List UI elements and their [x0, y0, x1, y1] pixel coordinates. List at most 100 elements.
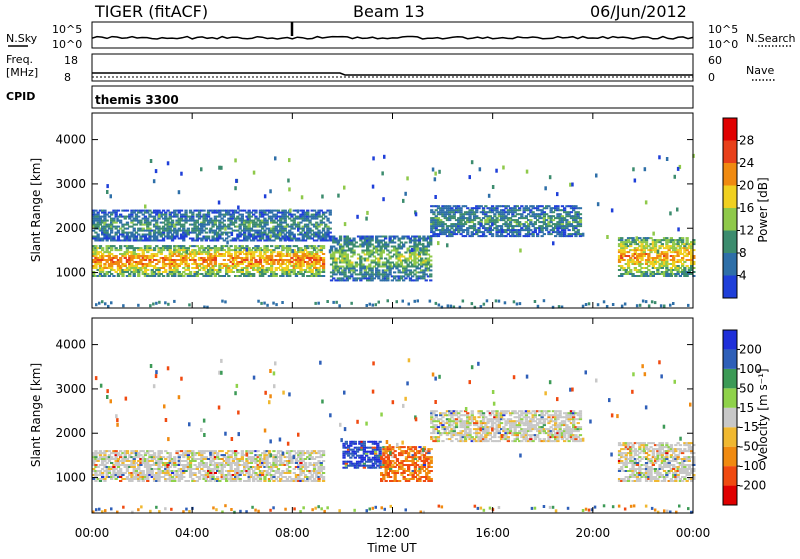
data-cell	[507, 227, 510, 229]
data-cell	[625, 269, 628, 271]
data-cell	[520, 205, 523, 207]
data-cell	[281, 261, 284, 263]
data-cell	[393, 246, 396, 248]
data-cell	[579, 223, 582, 225]
data-cell	[413, 256, 416, 258]
data-cell	[579, 207, 582, 209]
data-cell	[582, 233, 585, 237]
data-cell	[284, 240, 287, 242]
data-cell	[153, 249, 156, 251]
data-cell	[198, 470, 201, 472]
data-cell	[563, 231, 566, 233]
data-cell	[332, 246, 335, 248]
data-cell	[348, 271, 351, 273]
data-cell	[110, 265, 113, 267]
data-cell	[198, 265, 201, 267]
data-cell	[139, 247, 142, 249]
data-cell	[133, 458, 136, 460]
data-cell	[368, 264, 371, 266]
data-cell	[108, 450, 111, 452]
data-cell	[579, 219, 582, 221]
data-cell	[306, 234, 309, 236]
data-cell	[169, 466, 172, 468]
data-cell	[263, 212, 266, 214]
data-cell	[418, 240, 421, 242]
data-cell	[407, 260, 410, 262]
data-cell	[645, 271, 648, 273]
data-cell	[504, 207, 507, 209]
data-cell	[182, 267, 185, 269]
data-cell	[284, 214, 287, 216]
data-cell	[448, 213, 451, 215]
data-cell	[306, 218, 309, 220]
data-cell	[534, 223, 537, 225]
data-cell	[272, 261, 275, 263]
data-cell	[263, 273, 266, 275]
data-cell	[365, 217, 368, 221]
data-cell	[261, 228, 264, 230]
data-cell	[126, 476, 129, 478]
data-cell	[245, 464, 248, 466]
data-cell	[491, 217, 494, 219]
data-cell	[375, 238, 378, 240]
data-cell	[418, 267, 421, 269]
data-cell	[191, 216, 194, 218]
data-cell	[511, 213, 514, 215]
data-cell	[361, 252, 364, 254]
data-cell	[187, 458, 190, 460]
data-cell	[372, 156, 375, 160]
data-cell	[254, 216, 257, 218]
data-cell	[214, 450, 217, 452]
data-cell	[679, 245, 682, 247]
data-cell	[634, 251, 637, 253]
data-cell	[638, 269, 641, 271]
data-cell	[355, 242, 358, 244]
data-cell	[193, 464, 196, 466]
data-cell	[404, 252, 407, 254]
data-cell	[371, 254, 374, 256]
data-cell	[245, 460, 248, 462]
data-cell	[284, 263, 287, 265]
data-cell	[115, 222, 118, 224]
data-cell	[375, 303, 378, 306]
data-cell	[482, 217, 485, 219]
data-cell	[245, 259, 248, 261]
data-cell	[380, 242, 383, 244]
data-cell	[288, 158, 291, 162]
data-cell	[574, 235, 577, 237]
data-cell	[471, 231, 474, 233]
data-cell	[504, 235, 507, 237]
data-cell	[115, 456, 118, 458]
data-cell	[304, 249, 307, 251]
data-cell	[681, 241, 684, 243]
data-cell	[202, 257, 205, 259]
data-cell	[649, 251, 652, 253]
data-cell	[139, 464, 142, 466]
nsky-label: N.Sky	[6, 32, 38, 45]
data-cell	[290, 216, 293, 218]
data-cell	[582, 305, 585, 308]
data-cell	[579, 221, 582, 223]
data-cell	[115, 478, 118, 480]
data-cell	[627, 251, 630, 253]
colorbar-tick-label: 4	[739, 269, 747, 283]
data-cell	[315, 247, 318, 249]
data-cell	[579, 235, 582, 237]
power-heatmap	[92, 154, 696, 309]
data-cell	[495, 209, 498, 211]
data-cell	[225, 480, 228, 482]
data-cell	[200, 228, 203, 230]
data-cell	[261, 216, 264, 218]
data-cell	[326, 300, 329, 303]
data-cell	[193, 474, 196, 476]
data-cell	[579, 217, 582, 219]
data-cell	[142, 450, 145, 452]
data-cell	[146, 226, 149, 228]
data-cell	[625, 243, 628, 245]
data-cell	[299, 271, 302, 273]
data-cell	[398, 269, 401, 271]
data-cell	[425, 266, 428, 268]
data-cell	[597, 303, 600, 306]
data-cell	[286, 251, 289, 253]
data-cell	[211, 470, 214, 472]
